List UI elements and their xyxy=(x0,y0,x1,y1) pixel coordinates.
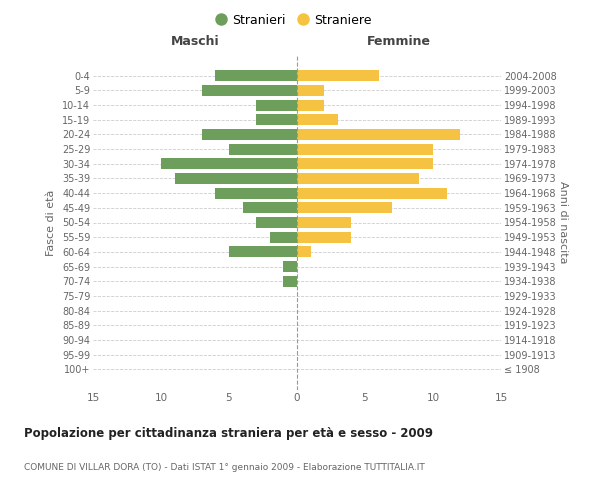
Bar xyxy=(283,276,297,286)
Y-axis label: Fasce di età: Fasce di età xyxy=(46,190,56,256)
Bar xyxy=(256,217,297,228)
Bar xyxy=(297,100,324,110)
Bar xyxy=(229,246,297,258)
Bar xyxy=(297,217,352,228)
Bar xyxy=(229,144,297,154)
Bar xyxy=(297,202,392,213)
Bar xyxy=(202,85,297,96)
Text: Popolazione per cittadinanza straniera per età e sesso - 2009: Popolazione per cittadinanza straniera p… xyxy=(24,428,433,440)
Text: Maschi: Maschi xyxy=(170,36,220,49)
Bar xyxy=(256,114,297,126)
Bar xyxy=(215,70,297,81)
Bar xyxy=(297,173,419,184)
Bar xyxy=(297,129,460,140)
Bar xyxy=(297,246,311,258)
Bar xyxy=(270,232,297,242)
Bar xyxy=(297,70,379,81)
Bar xyxy=(283,261,297,272)
Bar xyxy=(297,144,433,154)
Legend: Stranieri, Straniere: Stranieri, Straniere xyxy=(211,8,377,32)
Bar xyxy=(297,188,446,198)
Bar xyxy=(297,158,433,170)
Bar xyxy=(297,114,338,126)
Bar xyxy=(256,100,297,110)
Text: COMUNE DI VILLAR DORA (TO) - Dati ISTAT 1° gennaio 2009 - Elaborazione TUTTITALI: COMUNE DI VILLAR DORA (TO) - Dati ISTAT … xyxy=(24,462,425,471)
Bar xyxy=(297,232,352,242)
Bar xyxy=(242,202,297,213)
Bar xyxy=(202,129,297,140)
Y-axis label: Anni di nascita: Anni di nascita xyxy=(557,181,568,264)
Bar xyxy=(161,158,297,170)
Text: Femmine: Femmine xyxy=(367,36,431,49)
Bar xyxy=(175,173,297,184)
Bar xyxy=(215,188,297,198)
Bar xyxy=(297,85,324,96)
